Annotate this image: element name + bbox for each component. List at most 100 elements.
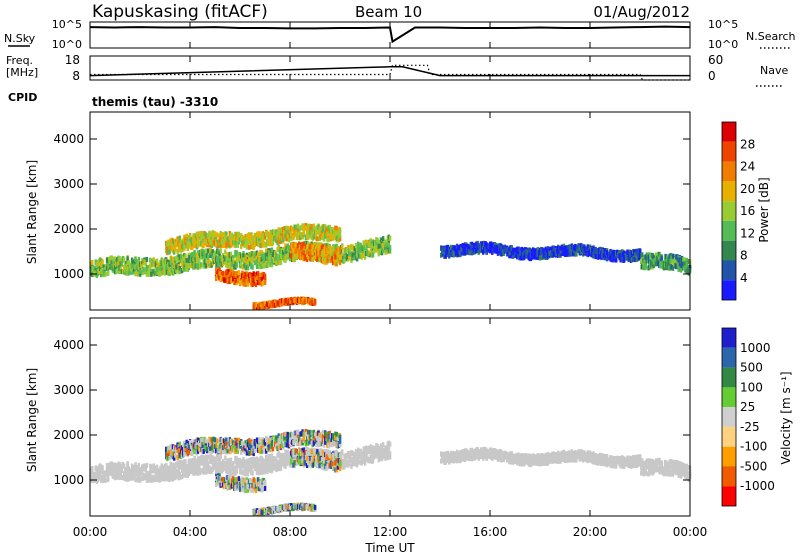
cpid-value: themis (tau) -3310 bbox=[92, 95, 218, 109]
power-cell bbox=[338, 260, 342, 266]
velocity-cell bbox=[150, 474, 153, 480]
power-cell bbox=[211, 249, 214, 255]
power-cell bbox=[263, 280, 267, 285]
power-cell bbox=[284, 257, 287, 263]
velocity-cell bbox=[187, 465, 191, 471]
power-cell bbox=[305, 257, 309, 262]
colorbar-swatch bbox=[722, 122, 736, 142]
power-cell bbox=[245, 273, 249, 279]
power-cell bbox=[112, 256, 116, 262]
power-cell bbox=[229, 251, 233, 257]
velocity-cell bbox=[112, 473, 116, 479]
power-cell bbox=[187, 240, 191, 246]
velocity-cell bbox=[145, 463, 149, 468]
power-cell bbox=[283, 229, 286, 235]
power-cell bbox=[323, 236, 326, 242]
velocity-cell bbox=[126, 462, 129, 468]
power-cell bbox=[679, 267, 683, 273]
power-cell bbox=[198, 257, 201, 263]
power-cell bbox=[223, 238, 226, 244]
power-cell bbox=[262, 242, 266, 248]
power-cell bbox=[119, 265, 122, 271]
velocity-cell bbox=[230, 470, 234, 476]
velocity-cell bbox=[208, 465, 211, 471]
power-cell bbox=[104, 271, 108, 277]
power-cell bbox=[171, 256, 175, 262]
power-cell bbox=[388, 235, 392, 241]
power-cell bbox=[265, 248, 268, 254]
power-cell bbox=[229, 269, 233, 275]
velocity-cell bbox=[102, 470, 105, 476]
power-ylabel: Slant Range [km] bbox=[25, 160, 39, 264]
colorbar-tick-label: 4 bbox=[740, 271, 748, 285]
power-cell bbox=[683, 257, 686, 263]
velocity-cell bbox=[100, 464, 103, 470]
power-cell bbox=[286, 225, 289, 231]
power-cell bbox=[315, 232, 318, 238]
velocity-cell bbox=[132, 465, 135, 471]
power-cell bbox=[655, 255, 659, 261]
power-cell bbox=[326, 227, 329, 233]
colorbar-frame bbox=[721, 121, 737, 301]
power-cell bbox=[677, 266, 680, 272]
power-cell bbox=[678, 261, 681, 267]
power-cell bbox=[334, 254, 337, 260]
velocity-cell bbox=[110, 461, 113, 467]
power-cell bbox=[508, 253, 511, 259]
power-cell bbox=[178, 265, 181, 271]
velocity-cell bbox=[260, 463, 263, 469]
power-cell bbox=[246, 281, 250, 287]
velocity-cell bbox=[270, 453, 274, 459]
velocity-cell bbox=[112, 470, 116, 476]
velocity-cell bbox=[203, 460, 206, 466]
power-cell bbox=[234, 271, 237, 277]
power-cell bbox=[127, 270, 130, 276]
velocity-cell bbox=[205, 464, 209, 470]
power-cell bbox=[138, 271, 142, 277]
velocity-cell bbox=[218, 460, 221, 465]
noise-right-tick-top: 10^5 bbox=[708, 18, 738, 31]
velocity-cell bbox=[93, 471, 96, 477]
colorbar-tick-label: 16 bbox=[740, 204, 755, 218]
power-cell bbox=[157, 262, 160, 268]
velocity-cell bbox=[232, 461, 235, 467]
velocity-cell bbox=[91, 466, 94, 471]
velocity-cell bbox=[265, 454, 268, 460]
velocity-cell bbox=[152, 468, 155, 474]
power-cell bbox=[491, 242, 494, 248]
power-cell bbox=[384, 239, 387, 245]
power-cell bbox=[242, 253, 245, 259]
power-cell bbox=[338, 232, 342, 238]
colorbar-swatch bbox=[722, 280, 736, 300]
power-cell bbox=[450, 245, 453, 251]
colorbar-swatch bbox=[722, 240, 736, 261]
power-cell bbox=[294, 242, 297, 248]
velocity-cell bbox=[177, 475, 180, 481]
power-cell bbox=[575, 251, 578, 257]
velocity-cell bbox=[218, 457, 221, 463]
station-title: Kapuskasing (fitACF) bbox=[92, 2, 268, 22]
power-cell bbox=[470, 241, 474, 247]
velocity-cell bbox=[253, 466, 256, 472]
velocity-cell bbox=[175, 473, 178, 479]
velocity-cell bbox=[159, 477, 162, 483]
velocity-cell bbox=[119, 471, 122, 477]
velocity-cell bbox=[135, 465, 138, 471]
power-cell bbox=[536, 247, 539, 253]
power-cell bbox=[623, 257, 626, 263]
power-cell bbox=[242, 235, 245, 241]
power-cell bbox=[277, 227, 280, 233]
velocity-cell bbox=[134, 477, 137, 483]
power-cell bbox=[327, 254, 330, 260]
power-cell bbox=[618, 250, 621, 255]
power-cell bbox=[549, 246, 552, 252]
velocity-cell bbox=[127, 476, 130, 482]
y-tick-label: 3000 bbox=[53, 177, 84, 191]
freq-label-line1: Freq. bbox=[6, 54, 33, 67]
power-cell bbox=[135, 259, 138, 265]
power-cell bbox=[302, 230, 305, 236]
noise-right-label: N.Search bbox=[746, 30, 796, 43]
power-cell bbox=[130, 263, 134, 269]
power-cell bbox=[316, 243, 319, 249]
power-cell bbox=[261, 280, 264, 286]
